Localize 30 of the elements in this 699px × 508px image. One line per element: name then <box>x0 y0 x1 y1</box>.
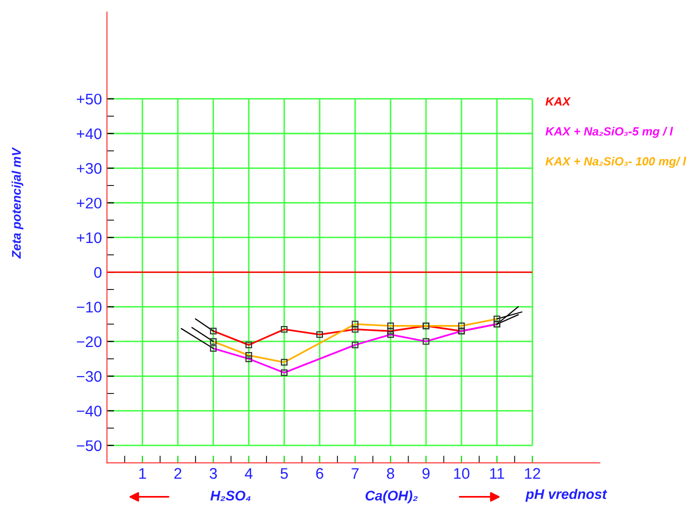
x-tick-label: 11 <box>490 468 504 479</box>
x-tick-label: 8 <box>386 468 394 479</box>
y-tick-label: +10 <box>76 232 102 244</box>
x-tick-label: 1 <box>139 468 146 479</box>
text: KAX + Na₂SiO₃- 100 mg/ l <box>546 156 686 168</box>
y-tick-label: +20 <box>76 198 102 209</box>
y-tick-label: −50 <box>76 440 102 452</box>
text: KAX <box>546 97 571 106</box>
text: KAX + Na₂SiO₃-5 mg / l <box>546 126 674 138</box>
y-tick-label: −30 <box>76 371 102 382</box>
x-tick-label: 7 <box>352 468 359 479</box>
y-tick-label: +30 <box>76 163 102 174</box>
x-tick-label: 6 <box>316 468 324 479</box>
x-tick-label: 12 <box>525 468 540 479</box>
text: H₂SO₄ <box>210 490 251 501</box>
x-tick-label: 2 <box>174 468 182 479</box>
x-tick-label: 10 <box>454 468 470 479</box>
y-tick-label: −20 <box>76 336 102 348</box>
y-tick-label: −10 <box>76 302 102 312</box>
y-tick-label: −40 <box>76 406 102 416</box>
y-tick-label: +50 <box>76 94 102 105</box>
x-axis-title: pH vrednost <box>525 488 608 502</box>
x-tick-label: 3 <box>210 468 217 479</box>
x-tick-label: 9 <box>422 468 430 479</box>
x-tick-label: 5 <box>280 468 288 479</box>
y-tick-label: 0 <box>94 267 102 278</box>
y-tick-label: +40 <box>76 128 102 140</box>
x-tick-label: 4 <box>244 468 253 479</box>
text: Ca(OH)₂ <box>366 490 418 504</box>
y-axis-title: Zeta potencijal mV <box>12 147 24 259</box>
